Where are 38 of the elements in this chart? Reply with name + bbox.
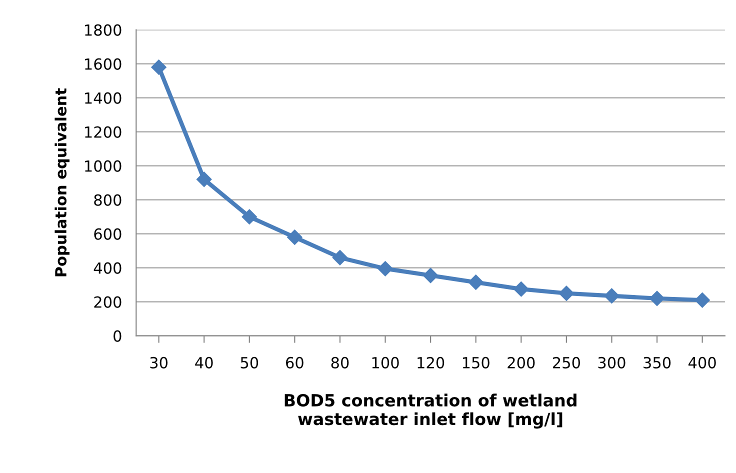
x-tick-label: 100 [372,356,399,368]
x-tick-label: 400 [688,356,716,368]
point [332,250,348,266]
y-tick-label: 1200 [85,126,122,138]
x-tick-label: 60 [286,356,304,368]
point [468,274,484,290]
y-tick-label: 0 [114,330,122,342]
x-tick-label: 80 [331,356,349,368]
point [151,60,166,75]
point [287,230,302,245]
point [378,261,393,276]
y-tick-label: 600 [94,228,122,240]
y-tick-label: 1600 [85,58,122,70]
y-tick-label: 1000 [85,160,122,172]
x-tick-label: 250 [552,356,580,368]
point [558,286,574,301]
y-axis-title: Population equivalent [54,88,70,276]
y-tick-label: 400 [94,262,122,274]
x-tick-label: 150 [462,356,490,368]
y-tick-label: 1400 [85,92,122,104]
point [604,288,620,304]
y-tick-label: 1800 [85,24,122,36]
y-tick-label: 200 [94,296,122,308]
point [196,172,212,187]
y-tick-label: 800 [94,194,122,206]
x-tick-label: 200 [508,356,535,368]
point [649,290,665,306]
point [242,209,257,224]
point [694,292,710,308]
x-tick-label: 30 [150,356,168,368]
x-tick-label: 300 [598,356,626,368]
x-tick-label: 350 [644,356,671,368]
x-tick-label: 40 [195,356,213,368]
x-tick-label: 50 [240,356,258,368]
x-tick-label: 120 [418,356,444,368]
point [422,268,438,284]
x-axis-title: BOD5 concentration of wetland wastewater inlet flow [mg/l] [284,394,576,429]
point [514,282,529,297]
